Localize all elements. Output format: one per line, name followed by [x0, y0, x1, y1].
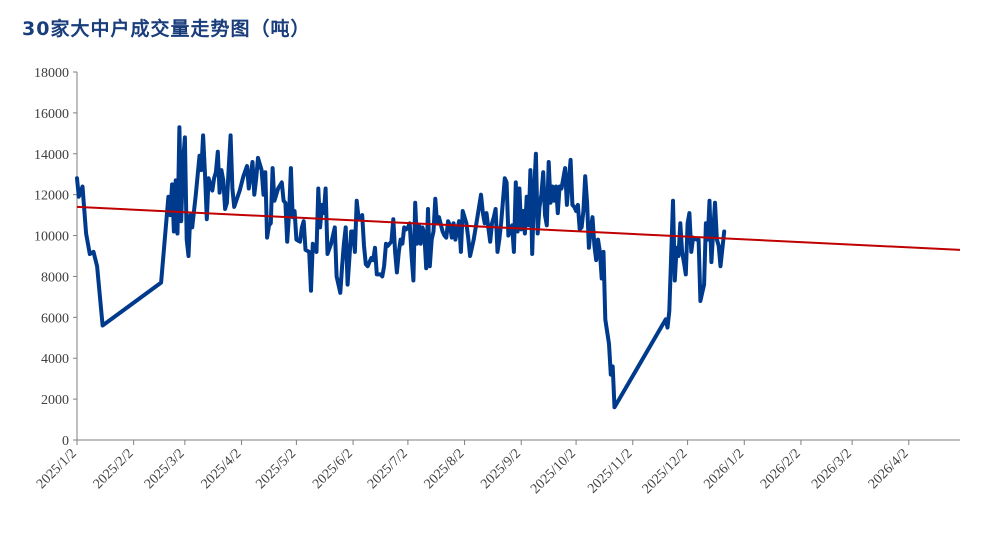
- chart-series: [75, 125, 727, 410]
- chart-axes: [73, 71, 960, 445]
- x-tick-label: 2025/10/2: [528, 446, 579, 497]
- y-tick-label: 12000: [34, 189, 69, 204]
- y-tick-label: 8000: [41, 270, 69, 285]
- x-tick-label: 2025/4/2: [199, 446, 245, 492]
- y-tick-label: 2000: [41, 393, 69, 408]
- x-tick-label: 2025/5/2: [253, 446, 299, 492]
- trend-line-group: [76, 205, 961, 251]
- x-tick-label: 2025/8/2: [422, 446, 468, 492]
- y-tick-label: 6000: [41, 311, 69, 326]
- x-axis-tick-labels: 2025/1/2 2025/2/2 2025/3/2 2025/4/2 2025/5/2…: [34, 446, 912, 497]
- y-tick-label: 0: [62, 434, 69, 449]
- series-line: [75, 125, 727, 410]
- x-tick-label: 2026/1/2: [701, 446, 747, 492]
- x-tick-label: 2025/11/2: [585, 446, 635, 496]
- y-tick-label: 14000: [34, 148, 69, 163]
- y-tick-label: 10000: [34, 230, 69, 245]
- x-tick-label: 2026/4/2: [866, 446, 912, 492]
- x-tick-label: 2025/3/2: [142, 446, 188, 492]
- x-tick-label: 2026/2/2: [758, 446, 804, 492]
- x-tick-label: 2025/6/2: [310, 446, 356, 492]
- x-tick-label: 2026/3/2: [809, 446, 855, 492]
- trend-line: [76, 205, 961, 251]
- x-tick-label: 2025/7/2: [365, 446, 411, 492]
- y-tick-label: 18000: [34, 66, 69, 81]
- x-tick-label: 2025/1/2: [34, 446, 80, 492]
- y-axis-tick-labels: 0 2000 4000 6000 8000 10000 12000 14000 16000 180…: [34, 66, 69, 449]
- x-tick-label: 2025/12/2: [640, 446, 691, 497]
- x-tick-label: 2025/9/2: [478, 446, 524, 492]
- y-tick-label: 4000: [41, 352, 69, 367]
- y-tick-label: 16000: [34, 107, 69, 122]
- x-tick-label: 2025/2/2: [91, 446, 137, 492]
- chart-title: 30家大中户成交量走势图（吨）: [22, 18, 311, 40]
